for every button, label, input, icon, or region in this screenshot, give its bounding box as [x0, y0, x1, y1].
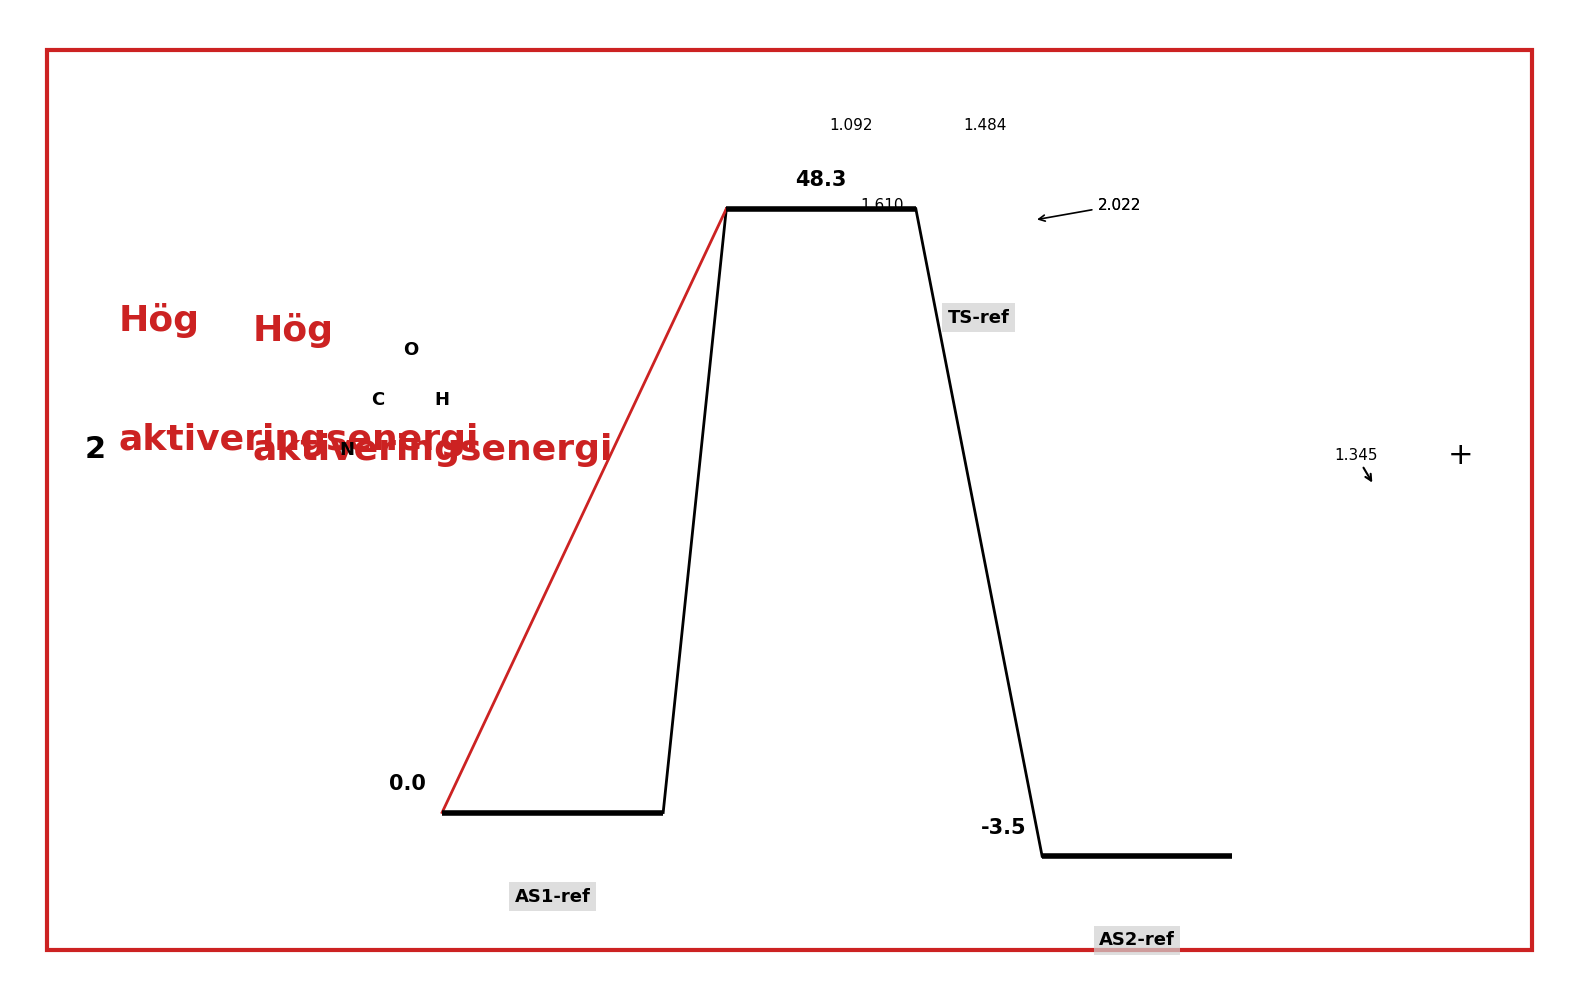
Text: Hög: Hög [253, 312, 333, 348]
Text: 0.0: 0.0 [390, 774, 426, 794]
Text: aktiveringsenergi: aktiveringsenergi [253, 433, 613, 467]
Text: 48.3: 48.3 [796, 170, 846, 190]
Text: TS-ref: TS-ref [947, 309, 1009, 327]
Text: 1.484: 1.484 [963, 117, 1006, 132]
Text: N: N [339, 441, 354, 459]
Text: C: C [371, 391, 384, 409]
Text: O: O [403, 341, 418, 359]
Text: 1.610: 1.610 [861, 198, 905, 213]
Text: AS2-ref: AS2-ref [1099, 931, 1175, 949]
Text: -3.5: -3.5 [981, 818, 1026, 838]
Text: 2.022: 2.022 [1097, 198, 1140, 213]
Text: aktiveringsenergi: aktiveringsenergi [118, 423, 478, 457]
Text: 2: 2 [84, 436, 106, 464]
Text: 1.345: 1.345 [1334, 448, 1378, 481]
Text: +: + [1448, 440, 1473, 470]
Text: AS1-ref: AS1-ref [515, 888, 591, 906]
Text: 2.022: 2.022 [1039, 198, 1140, 221]
Text: 1.092: 1.092 [829, 117, 873, 132]
Text: H: H [434, 391, 448, 409]
Text: Hög: Hög [118, 302, 199, 338]
